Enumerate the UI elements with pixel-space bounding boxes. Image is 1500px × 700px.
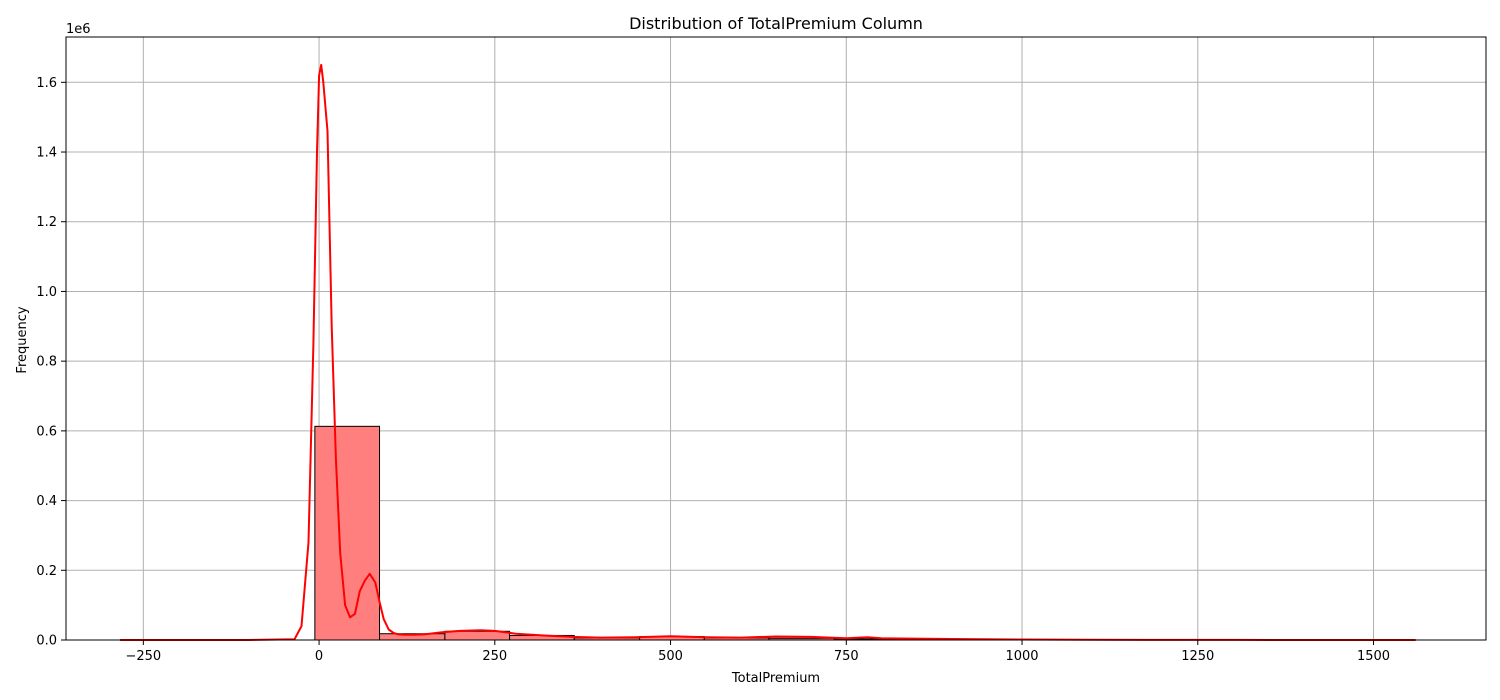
x-tick-label: 250 xyxy=(482,649,507,664)
y-axis-offset-label: 1e6 xyxy=(66,22,91,37)
histogram-bar xyxy=(314,425,381,641)
y-tick-label: 0.0 xyxy=(36,634,57,649)
plot-frame xyxy=(65,36,1487,641)
y-tick-label: 1.0 xyxy=(36,285,57,300)
kde-line xyxy=(120,63,1416,641)
kde-curve-group xyxy=(120,63,1416,641)
x-tick-label: 1000 xyxy=(1005,649,1038,664)
x-tick-label: 750 xyxy=(834,649,859,664)
x-tick-label: 1250 xyxy=(1181,649,1214,664)
y-tick-label: 0.4 xyxy=(36,494,57,509)
y-axis-label: Frequency xyxy=(15,306,30,373)
histogram-bar xyxy=(444,630,511,641)
y-tick-label: 1.4 xyxy=(36,146,57,161)
y-tick-label: 0.2 xyxy=(36,564,57,579)
x-tick-label: 0 xyxy=(315,649,323,664)
grid-lines xyxy=(66,37,1486,641)
y-tick-label: 0.6 xyxy=(36,424,57,439)
y-tick-label: 1.2 xyxy=(36,215,57,230)
y-tick-label: 1.6 xyxy=(36,76,57,91)
x-tick-label: 500 xyxy=(658,649,683,664)
y-tick-label: 0.8 xyxy=(36,355,57,370)
x-tick-label: −250 xyxy=(125,649,161,664)
x-tick-label: 1500 xyxy=(1357,649,1390,664)
y-axis-ticks: 0.0 0.2 0.4 0.6 0.8 1.0 1.2 1.4 1.6 xyxy=(36,76,66,649)
x-axis-label: TotalPremium xyxy=(731,671,820,686)
histogram-bars xyxy=(314,425,1420,641)
chart-title: Distribution of TotalPremium Column xyxy=(629,14,923,33)
x-axis-ticks: −250 0 250 500 750 1000 1250 1500 xyxy=(125,640,1390,664)
